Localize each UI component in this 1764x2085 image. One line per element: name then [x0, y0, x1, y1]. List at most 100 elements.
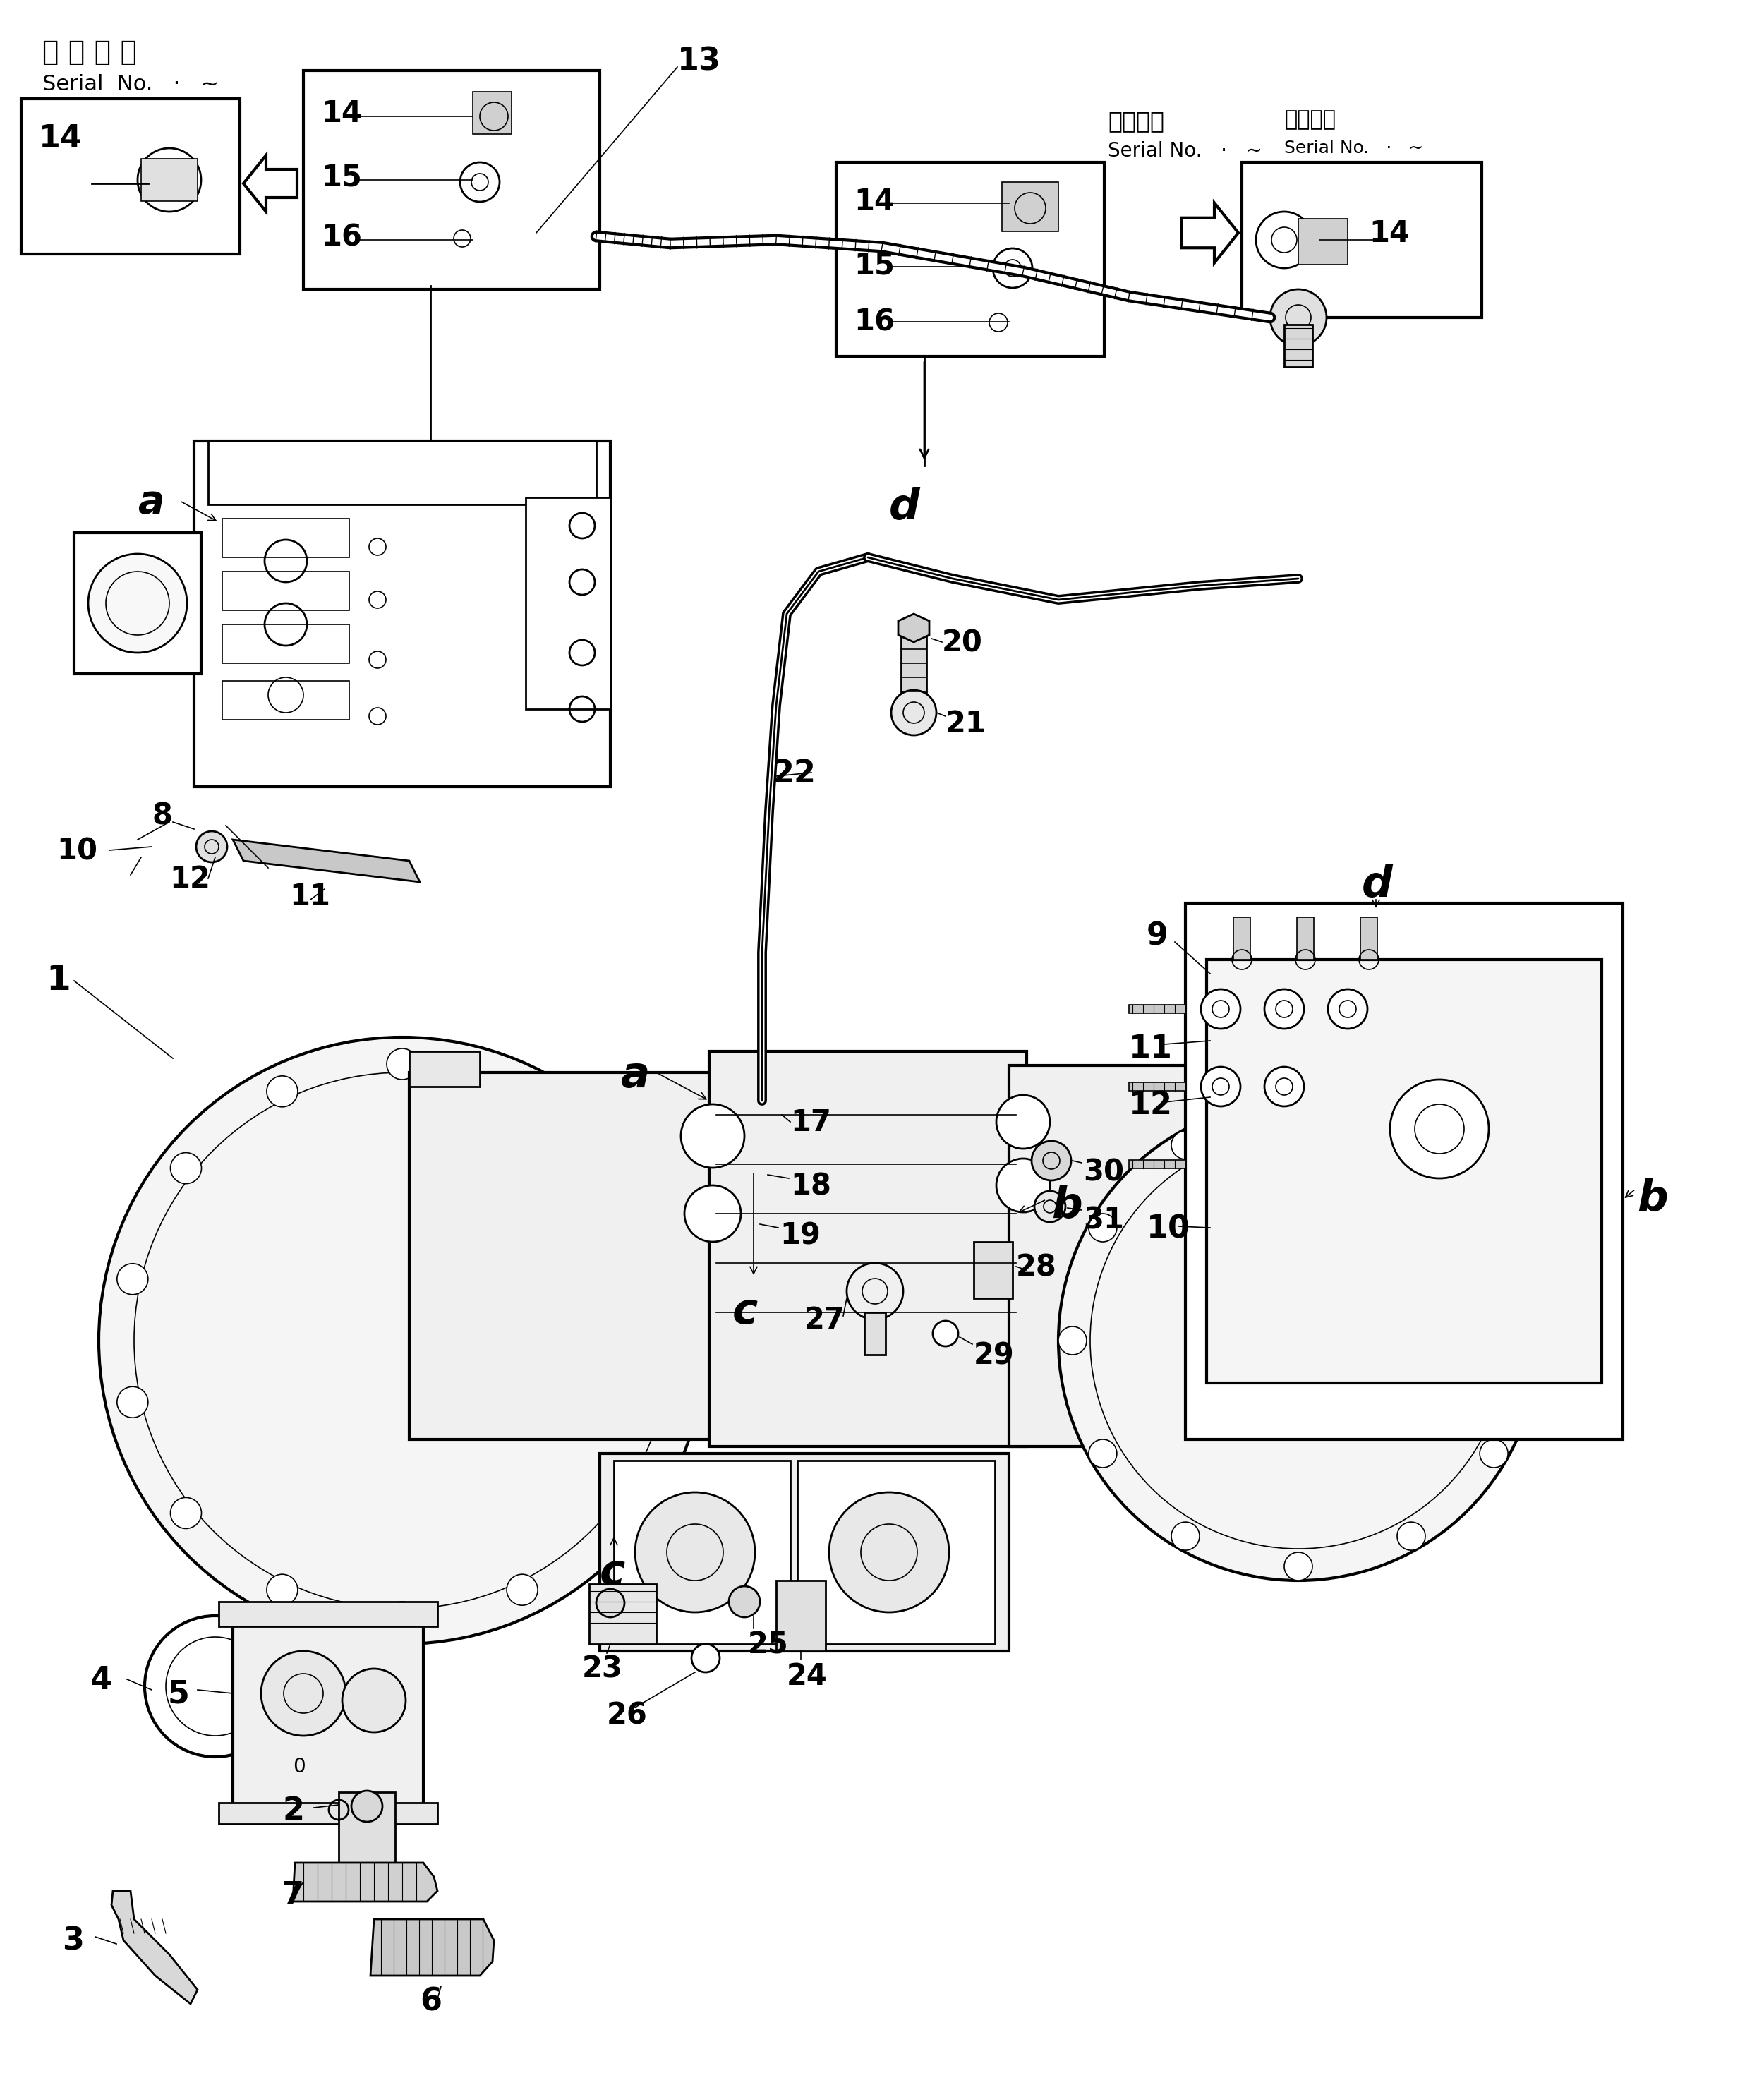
Text: a: a [138, 484, 164, 521]
Bar [21, 98, 240, 254]
Circle shape [99, 1036, 706, 1643]
Text: 16: 16 [321, 223, 362, 252]
Bar [219, 1804, 437, 1824]
Text: 14: 14 [321, 98, 362, 129]
Text: 2: 2 [282, 1795, 303, 1826]
Circle shape [1284, 1101, 1312, 1128]
Circle shape [266, 1574, 298, 1605]
Circle shape [847, 1264, 903, 1320]
Bar [194, 442, 610, 786]
Circle shape [342, 1668, 406, 1733]
Circle shape [266, 1076, 298, 1107]
Text: 8: 8 [152, 801, 173, 830]
Text: 3: 3 [62, 1927, 85, 1956]
Text: 28: 28 [1016, 1253, 1057, 1282]
Circle shape [1397, 1130, 1425, 1159]
Bar [409, 1072, 727, 1439]
Text: 15: 15 [321, 163, 362, 192]
Circle shape [739, 1161, 767, 1188]
Text: 9: 9 [1147, 922, 1168, 951]
Circle shape [730, 1086, 780, 1136]
Circle shape [729, 1209, 760, 1241]
Polygon shape [111, 1891, 198, 2004]
Circle shape [386, 1601, 418, 1633]
Bar [776, 1580, 826, 1651]
Polygon shape [1129, 1005, 1185, 1013]
Bar [526, 498, 610, 709]
Text: Serial No.   ·   ~: Serial No. · ~ [1284, 140, 1424, 156]
Text: Serial No.   ·   ~: Serial No. · ~ [1108, 142, 1263, 161]
Text: 14: 14 [39, 123, 83, 154]
Polygon shape [293, 1862, 437, 1902]
Bar [222, 571, 349, 611]
Circle shape [1201, 1068, 1240, 1107]
Text: b: b [1051, 1186, 1081, 1226]
Circle shape [88, 555, 187, 653]
Circle shape [1171, 1130, 1200, 1159]
Circle shape [480, 102, 508, 131]
Text: 7: 7 [282, 1881, 303, 1910]
Bar [74, 532, 201, 673]
Text: 10: 10 [1147, 1213, 1191, 1245]
Bar [1009, 1065, 1319, 1447]
Circle shape [1032, 1140, 1071, 1180]
Text: 22: 22 [773, 759, 817, 788]
Text: 20: 20 [942, 628, 983, 657]
Circle shape [729, 1587, 760, 1618]
Circle shape [1328, 988, 1367, 1028]
Text: 0: 0 [293, 1758, 305, 1776]
Circle shape [1284, 1553, 1312, 1580]
Bar [1291, 1051, 1362, 1086]
Bar [589, 1585, 656, 1643]
Bar [1233, 917, 1251, 959]
Circle shape [596, 1589, 624, 1618]
Circle shape [1171, 1522, 1200, 1551]
Circle shape [829, 1493, 949, 1612]
Bar [233, 1616, 423, 1814]
Text: c: c [732, 1291, 759, 1332]
Text: 11: 11 [289, 882, 330, 911]
Text: 17: 17 [790, 1107, 831, 1138]
Text: d: d [889, 488, 921, 528]
Circle shape [635, 1493, 755, 1612]
Circle shape [116, 1264, 148, 1295]
Text: 30: 30 [1083, 1157, 1124, 1186]
Text: 適 用 号 機: 適 用 号 機 [42, 40, 138, 65]
Bar [600, 1453, 1009, 1651]
Text: 24: 24 [787, 1662, 827, 1691]
Bar [1242, 163, 1482, 317]
Bar [1284, 325, 1312, 367]
Bar [208, 442, 596, 505]
Bar [864, 1311, 886, 1355]
Circle shape [1390, 1080, 1489, 1178]
Circle shape [933, 1322, 958, 1347]
Circle shape [681, 1105, 744, 1168]
Text: 13: 13 [677, 46, 721, 77]
Bar [836, 163, 1104, 357]
Polygon shape [370, 1918, 494, 1977]
Circle shape [997, 1095, 1050, 1149]
Circle shape [386, 1049, 418, 1080]
Bar [709, 1051, 1027, 1447]
Polygon shape [1182, 202, 1238, 263]
Polygon shape [1129, 1082, 1185, 1090]
Circle shape [656, 1387, 688, 1418]
Circle shape [1480, 1213, 1508, 1243]
Bar [974, 1243, 1013, 1299]
Circle shape [261, 1651, 346, 1735]
Text: 14: 14 [1369, 219, 1409, 248]
Bar [222, 623, 349, 663]
Bar [1298, 219, 1348, 265]
Polygon shape [898, 613, 930, 642]
Circle shape [1265, 988, 1304, 1028]
Circle shape [1510, 1326, 1538, 1355]
Text: 5: 5 [168, 1678, 191, 1710]
Polygon shape [1129, 1159, 1185, 1168]
Bar [219, 1601, 437, 1626]
Text: 6: 6 [420, 1987, 441, 2016]
Bar [1002, 181, 1058, 231]
Text: 19: 19 [780, 1220, 820, 1251]
Text: 1: 1 [46, 963, 71, 997]
Text: b: b [1637, 1178, 1667, 1220]
Circle shape [1014, 192, 1046, 223]
